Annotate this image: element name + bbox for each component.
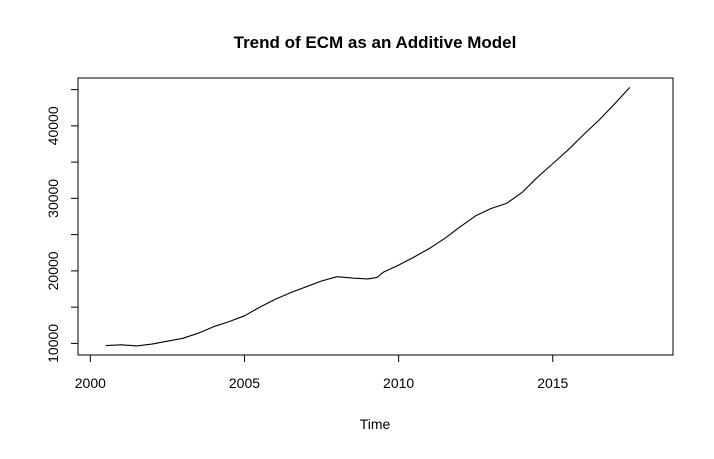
y-tick-label: 10000 xyxy=(45,324,61,363)
chart-title: Trend of ECM as an Additive Model xyxy=(234,33,517,52)
x-tick-label: 2000 xyxy=(75,375,106,391)
plot-frame xyxy=(77,77,674,356)
series-layer xyxy=(105,87,631,347)
y-axis: 10000 20000 30000 40000 xyxy=(45,89,79,363)
y-tick-label: 20000 xyxy=(45,251,61,290)
y-tick-label: 40000 xyxy=(45,106,61,145)
x-axis-label: Time xyxy=(360,416,391,432)
trend-series-line xyxy=(105,87,631,347)
x-tick-label: 2015 xyxy=(537,375,568,391)
y-tick-label: 30000 xyxy=(45,179,61,218)
x-tick-label: 2010 xyxy=(383,375,414,391)
x-axis: 2000 2005 2010 2015 xyxy=(75,354,569,391)
x-tick-label: 2005 xyxy=(229,375,260,391)
